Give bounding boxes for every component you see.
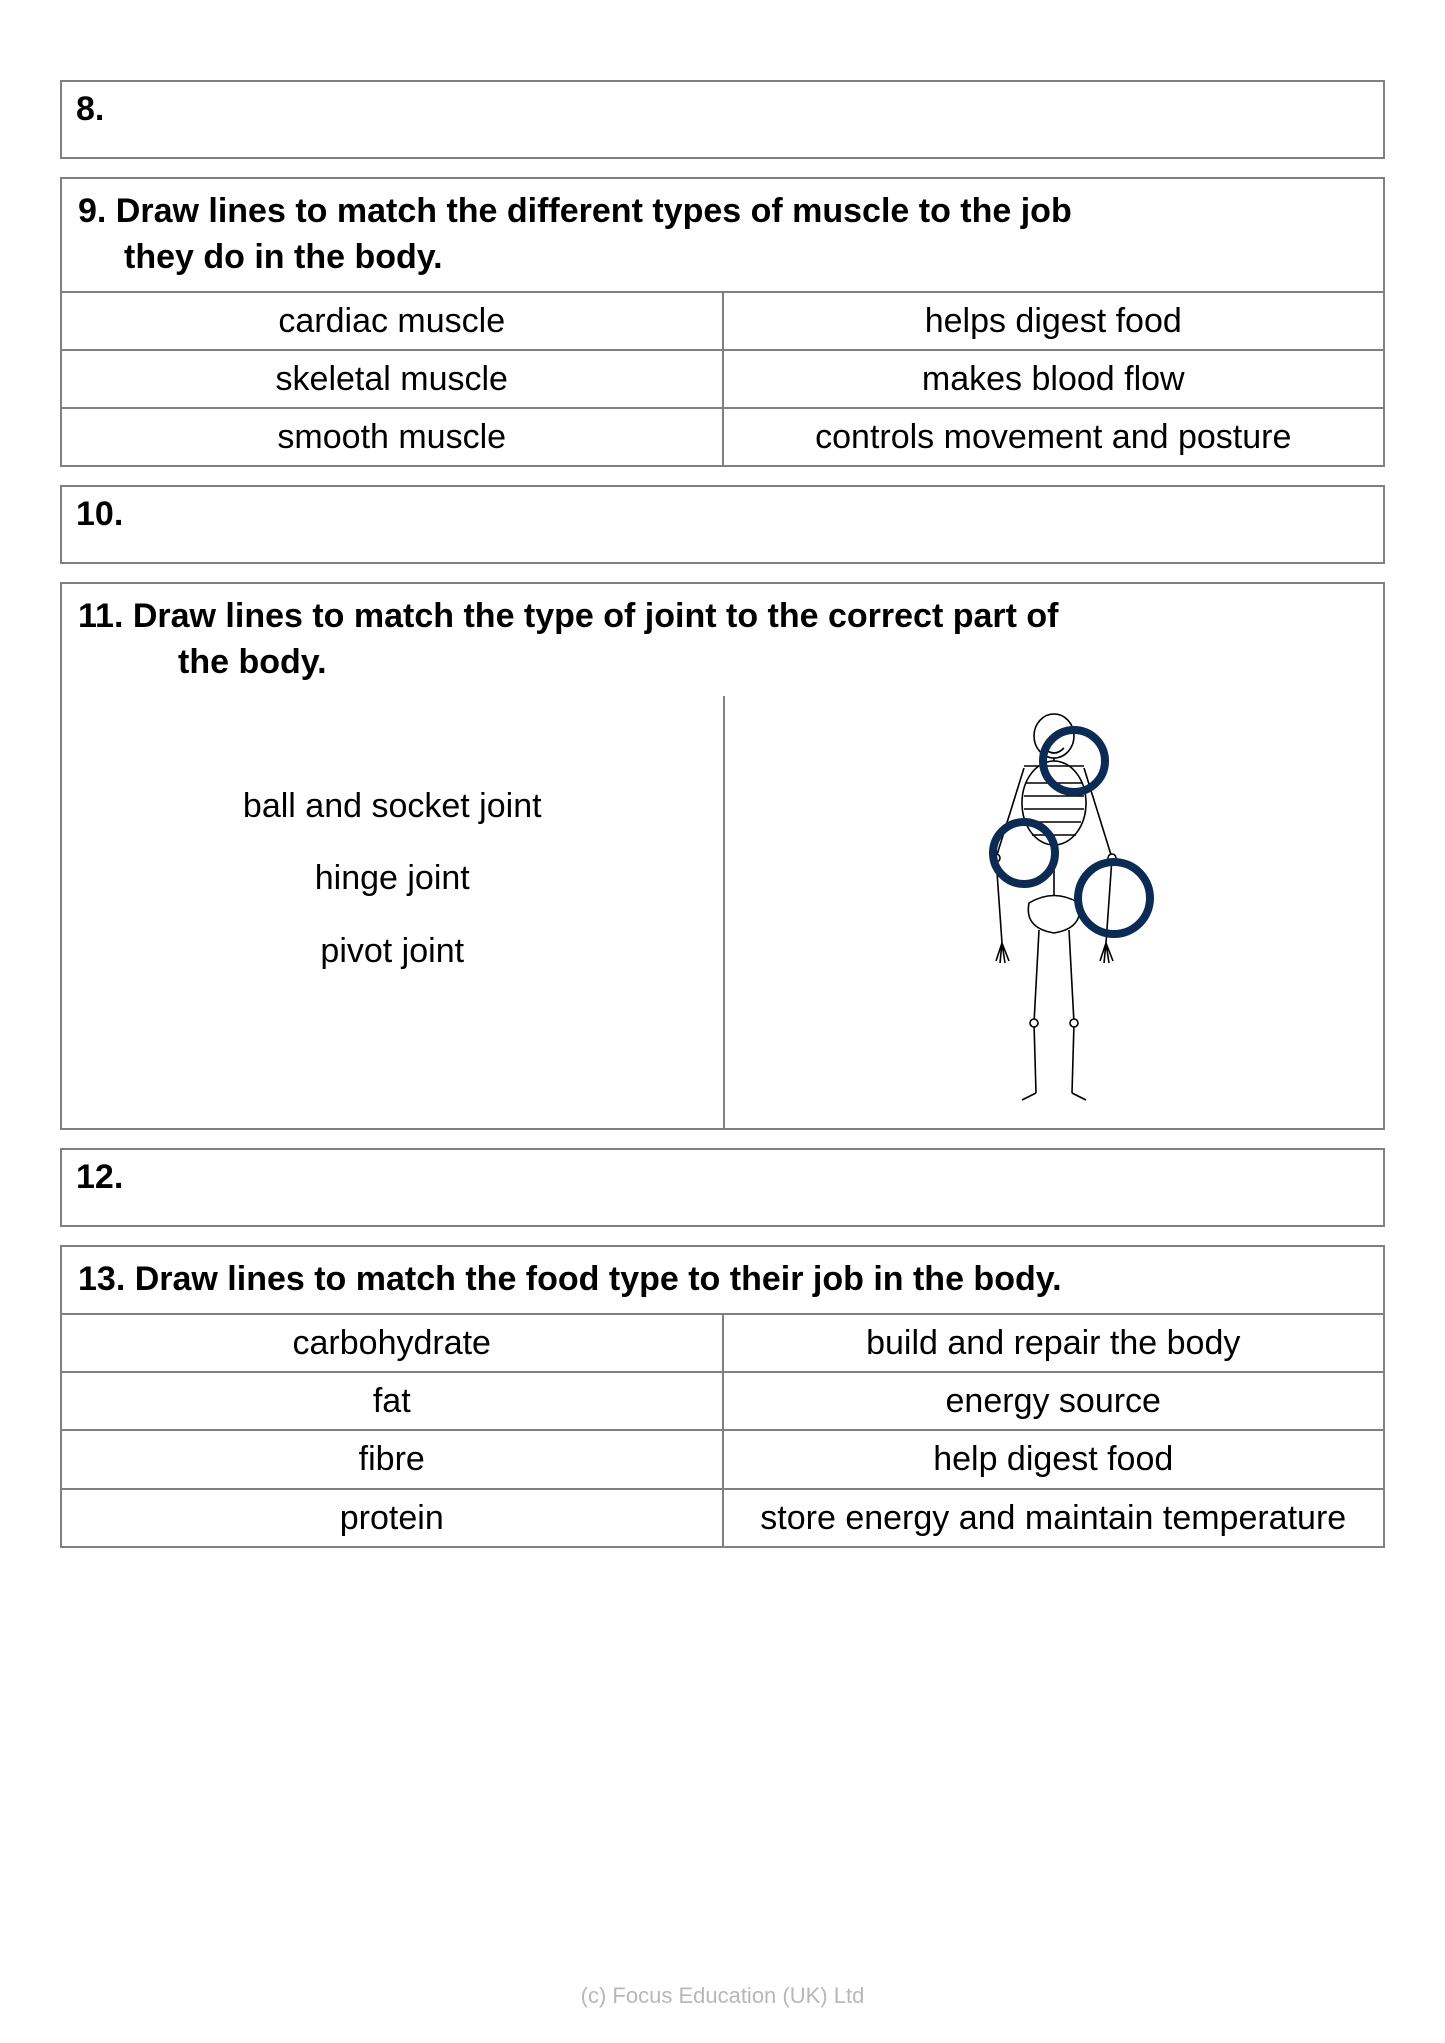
question-9-prompt: 9. Draw lines to match the different typ… [62,179,1383,291]
question-12-number: 12. [76,1158,123,1196]
joint-item-0: ball and socket joint [72,784,713,828]
page-footer: (c) Focus Education (UK) Ltd [0,1983,1445,2009]
table-row: cardiac muscle helps digest food [62,292,1383,350]
q9-right-1: makes blood flow [723,350,1384,408]
table-row: fat energy source [62,1372,1383,1430]
question-8-number: 8. [76,90,104,128]
question-10-box: 10. [60,485,1385,564]
q9-prompt-line2: they do in the body. [78,235,443,281]
joint-item-1: hinge joint [72,856,713,900]
q13-prompt: 13. Draw lines to match the food type to… [78,1260,1062,1298]
worksheet-page: 8. 9. Draw lines to match the different … [0,0,1445,2043]
q11-prompt-line2: the body. [78,640,327,686]
q9-left-0: cardiac muscle [62,292,723,350]
question-10-number: 10. [76,495,123,533]
question-9-box: 9. Draw lines to match the different typ… [60,177,1385,467]
question-9-table: cardiac muscle helps digest food skeleta… [62,291,1383,466]
question-12-box: 12. [60,1148,1385,1227]
q13-left-1: fat [62,1372,723,1430]
q9-right-2: controls movement and posture [723,408,1384,465]
question-11-joint-list: ball and socket joint hinge joint pivot … [62,696,723,1128]
q9-left-1: skeletal muscle [62,350,723,408]
table-row: skeletal muscle makes blood flow [62,350,1383,408]
question-11-body: ball and socket joint hinge joint pivot … [62,696,1383,1128]
q13-left-3: protein [62,1489,723,1546]
q9-prompt-line1: 9. Draw lines to match the different typ… [78,192,1072,230]
q13-right-2: help digest food [723,1430,1384,1488]
skeleton-diagram [944,708,1164,1108]
q11-prompt-line1: 11. Draw lines to match the type of join… [78,597,1059,635]
question-8-box: 8. [60,80,1385,159]
joint-circle-0 [1039,726,1109,796]
q13-left-0: carbohydrate [62,1314,723,1372]
q13-left-2: fibre [62,1430,723,1488]
question-11-prompt: 11. Draw lines to match the type of join… [62,584,1383,696]
question-13-prompt: 13. Draw lines to match the food type to… [62,1247,1383,1313]
q13-right-0: build and repair the body [723,1314,1384,1372]
joint-item-2: pivot joint [72,929,713,973]
question-11-diagram [723,696,1384,1128]
table-row: carbohydrate build and repair the body [62,1314,1383,1372]
table-row: fibre help digest food [62,1430,1383,1488]
table-row: protein store energy and maintain temper… [62,1489,1383,1546]
q9-left-2: smooth muscle [62,408,723,465]
question-11-box: 11. Draw lines to match the type of join… [60,582,1385,1130]
q13-right-1: energy source [723,1372,1384,1430]
question-13-table: carbohydrate build and repair the body f… [62,1313,1383,1546]
q13-right-3: store energy and maintain temperature [723,1489,1384,1546]
q9-right-0: helps digest food [723,292,1384,350]
question-13-box: 13. Draw lines to match the food type to… [60,1245,1385,1548]
joint-circle-2 [1074,858,1154,938]
table-row: smooth muscle controls movement and post… [62,408,1383,465]
joint-circle-1 [989,818,1059,888]
